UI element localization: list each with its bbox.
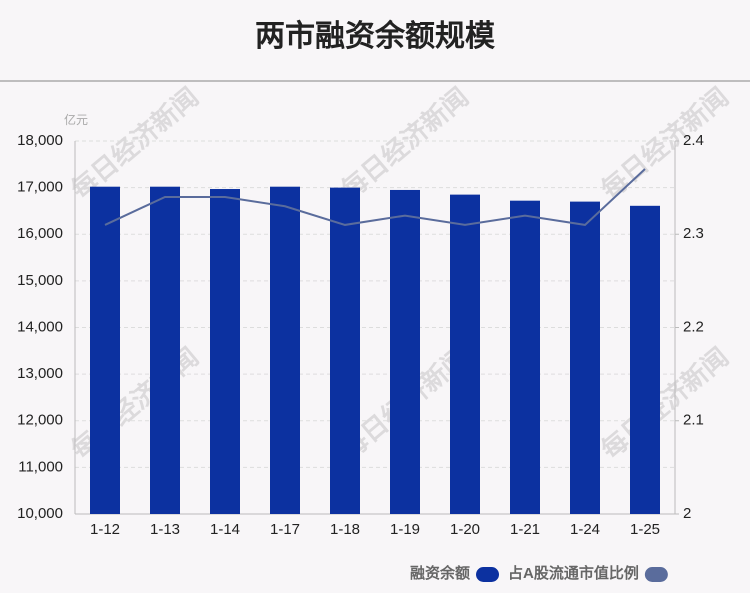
y2-tick-label: 2.4 bbox=[683, 132, 704, 149]
x-tick-label: 1-21 bbox=[510, 521, 540, 538]
bar bbox=[150, 186, 180, 514]
y-tick-label: 13,000 bbox=[17, 365, 63, 382]
y2-tick-label: 2 bbox=[683, 505, 691, 522]
x-tick-label: 1-24 bbox=[570, 521, 600, 538]
x-tick-label: 1-13 bbox=[150, 521, 180, 538]
bar bbox=[270, 186, 300, 514]
watermark: 每日经济新闻 bbox=[595, 82, 734, 205]
y-tick-label: 10,000 bbox=[17, 505, 63, 522]
chart-title: 两市融资余额规模 bbox=[255, 19, 495, 53]
bar bbox=[450, 194, 480, 514]
x-tick-label: 1-14 bbox=[210, 521, 240, 538]
watermark: 每日经济新闻 bbox=[65, 342, 204, 465]
y-tick-label: 14,000 bbox=[17, 318, 63, 335]
y2-tick-label: 2.2 bbox=[683, 318, 704, 335]
y-tick-label: 11,000 bbox=[18, 458, 63, 475]
x-tick-label: 1-20 bbox=[450, 521, 480, 538]
legend-swatch bbox=[644, 567, 668, 582]
bar bbox=[90, 186, 120, 514]
y-tick-label: 15,000 bbox=[17, 272, 63, 289]
watermark: 每日经济新闻 bbox=[335, 82, 474, 205]
legend-swatch bbox=[476, 567, 500, 582]
y-tick-label: 17,000 bbox=[17, 179, 63, 196]
bar bbox=[510, 200, 540, 514]
legend-label: 占A股流通市值比例 bbox=[508, 564, 639, 582]
unit-label: 亿元 bbox=[64, 112, 88, 127]
bar bbox=[630, 205, 660, 514]
watermark: 每日经济新闻 bbox=[595, 342, 734, 465]
y2-tick-label: 2.3 bbox=[683, 225, 704, 242]
watermark: 每日经济新闻 bbox=[65, 82, 204, 205]
y2-tick-label: 2.1 bbox=[683, 412, 704, 429]
x-tick-label: 1-17 bbox=[270, 521, 300, 538]
bar bbox=[570, 201, 600, 515]
x-tick-label: 1-12 bbox=[90, 521, 120, 538]
y-tick-label: 16,000 bbox=[17, 225, 63, 242]
bar bbox=[390, 189, 420, 515]
legend-label: 融资余额 bbox=[410, 564, 470, 582]
x-tick-label: 1-19 bbox=[390, 521, 420, 538]
x-tick-label: 1-25 bbox=[630, 521, 660, 538]
y-tick-label: 12,000 bbox=[17, 412, 63, 429]
bar bbox=[330, 187, 360, 514]
x-tick-label: 1-18 bbox=[330, 521, 360, 538]
line bbox=[104, 168, 646, 226]
bar bbox=[210, 189, 240, 514]
y-tick-label: 18,000 bbox=[17, 132, 63, 149]
